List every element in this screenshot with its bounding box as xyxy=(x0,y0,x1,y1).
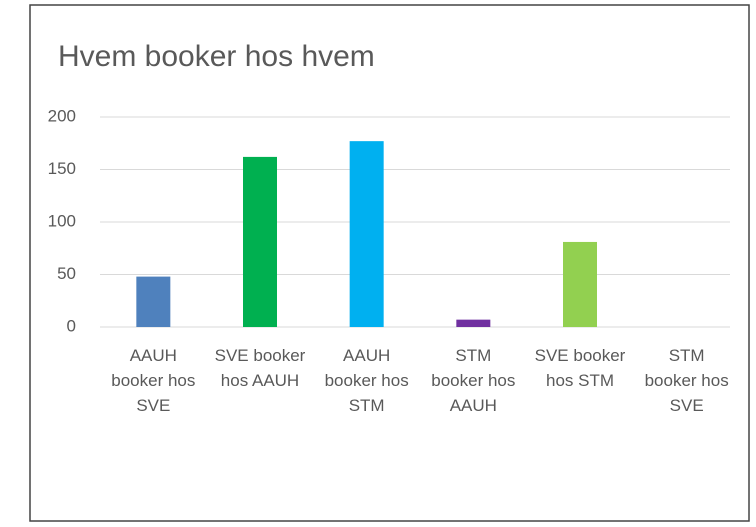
x-tick-label: SVE booker hos AAUH xyxy=(214,346,306,390)
chart-border xyxy=(29,4,750,522)
y-tick-label: 50 xyxy=(57,264,76,283)
x-tick-label: STM booker hos SVE xyxy=(644,346,729,415)
x-tick-label: STM booker hos AAUH xyxy=(431,346,516,415)
bar xyxy=(349,141,384,327)
bar xyxy=(243,156,277,327)
y-tick-label: 0 xyxy=(67,316,76,335)
y-tick-label: 200 xyxy=(48,106,76,125)
bar xyxy=(456,319,491,327)
y-tick-label: 100 xyxy=(48,211,76,230)
bar xyxy=(136,276,171,327)
x-tick-label: SVE booker hos STM xyxy=(534,346,626,390)
x-tick-label: AAUH booker hos STM xyxy=(324,346,409,415)
y-tick-label: 150 xyxy=(48,159,76,178)
chart-title: Hvem booker hos hvem xyxy=(58,40,375,73)
x-tick-label: AAUH booker hos SVE xyxy=(111,346,196,415)
bar xyxy=(563,241,597,327)
